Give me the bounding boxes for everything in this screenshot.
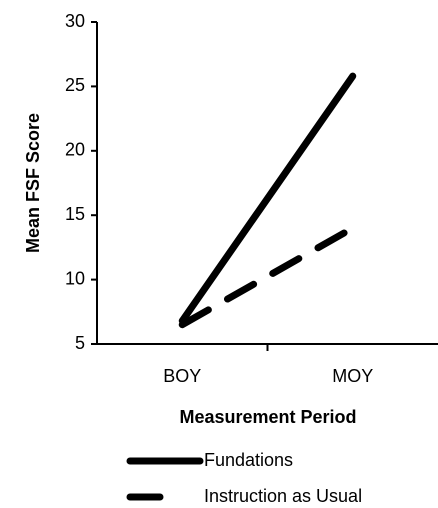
y-tick-label: 15 — [65, 204, 85, 224]
y-tick-label: 10 — [65, 268, 85, 288]
series-line — [178, 72, 357, 325]
y-axis-label: Mean FSF Score — [23, 113, 43, 253]
x-tick-label: BOY — [163, 366, 201, 386]
legend-label: Instruction as Usual — [204, 486, 362, 506]
x-axis-label: Measurement Period — [179, 407, 356, 427]
y-tick-label: 30 — [65, 11, 85, 31]
series-line — [178, 224, 357, 329]
y-tick-label: 5 — [75, 333, 85, 353]
y-tick-label: 25 — [65, 75, 85, 95]
x-tick-label: MOY — [332, 366, 373, 386]
y-tick-label: 20 — [65, 140, 85, 160]
legend-label: Fundations — [204, 450, 293, 470]
